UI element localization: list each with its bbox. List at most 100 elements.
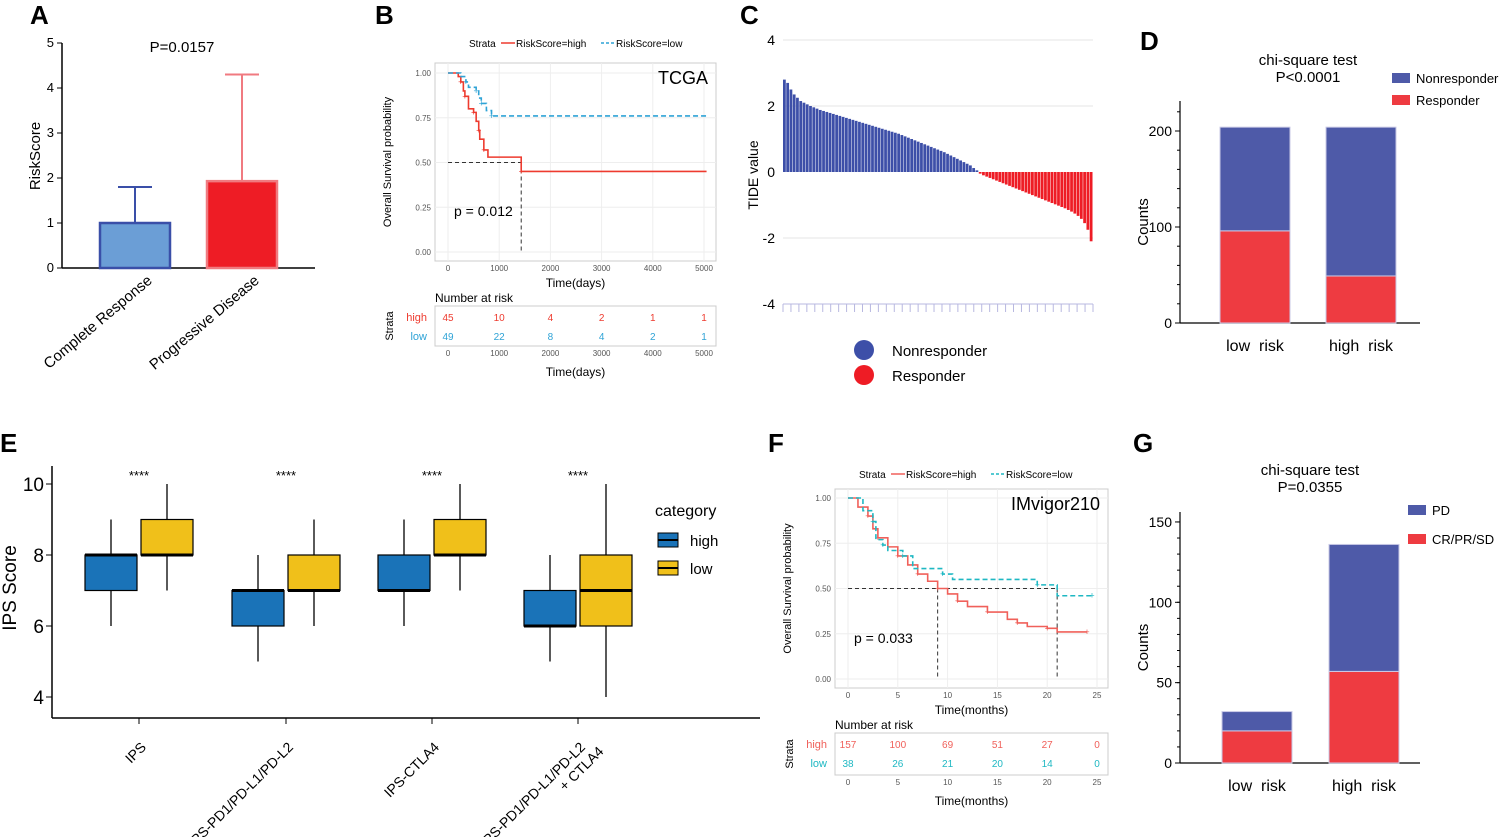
risk-count: 38 [842,759,854,770]
risk-count: 100 [889,740,906,751]
waterfall-bar [802,102,806,172]
risk-x-tick-label: 0 [846,778,851,787]
box [287,554,341,592]
waterfall-bar [867,124,871,172]
risk-count: 45 [442,313,454,324]
waterfall-bar [880,128,884,172]
chart-subtitle: P=0.0355 [1278,479,1343,496]
panel-label-g: G [1133,428,1153,458]
waterfall-bar [897,133,900,172]
risk-x-tick-label: 10 [943,778,952,787]
censor-mark: + [895,551,900,561]
panel-c-tide-waterfall: -4 -2 0 2 4 TIDE value Nonresponder Responder [745,32,1094,385]
box [84,554,138,592]
legend-entry: CR/PR/SD [1432,532,1494,547]
y-tick-label: 0 [1164,755,1172,771]
waterfall-bar [907,137,910,172]
waterfall-bar [1034,172,1038,197]
waterfall-bar [975,170,979,172]
waterfall-bar [822,110,825,172]
waterfall-bar [939,150,943,172]
waterfall-bar [858,121,861,172]
waterfall-bar [1014,172,1018,189]
y-tick-label: 0.50 [815,585,831,594]
risk-row-label: high [406,312,427,324]
waterfall-bar [792,94,796,172]
risk-count: 2 [599,313,605,324]
y-axis-label: RiskScore [27,122,44,190]
y-tick-label: -4 [763,296,776,312]
waterfall-bar [1079,172,1083,219]
y-tick-label: 0.75 [415,114,431,123]
censor-mark: + [489,111,494,121]
waterfall-bar [877,127,881,172]
risk-count: 4 [548,313,554,324]
censor-mark: + [985,607,990,617]
y-tick-label: 150 [1149,514,1173,530]
waterfall-bar [871,125,874,172]
waterfall-bar [815,108,819,172]
box [433,518,487,556]
y-axis-label: Overall Survival probability [382,96,394,227]
panel-label-a: A [30,0,49,30]
waterfall-bar [838,115,842,172]
waterfall-bar [982,172,985,176]
legend-swatch [1392,73,1410,83]
risk-count: 157 [840,740,857,751]
y-tick-label: 4 [767,32,775,48]
legend-entry: RiskScore=high [516,39,586,50]
waterfall-bar [783,79,786,172]
waterfall-bar [864,123,868,172]
y-tick-label: 0.75 [815,539,831,548]
censor-mark: + [1035,580,1040,590]
risk-count: 8 [548,332,554,343]
risk-count: 22 [494,332,506,343]
risk-table-title: Number at risk [835,718,914,732]
censor-mark: + [519,166,524,176]
waterfall-bar [1001,172,1005,184]
censor-mark: + [900,551,905,561]
waterfall-bar [1040,172,1044,200]
y-tick-label: 1 [47,215,54,230]
risk-x-tick-label: 25 [1093,778,1102,787]
legend-title: category [655,503,716,520]
legend-title: Strata [469,39,496,50]
waterfall-bar [851,119,855,172]
waterfall-bar [1063,172,1067,209]
legend-entry: Nonresponder [1416,71,1499,86]
legend-entry: Responder [892,368,965,385]
y-tick-label: 0 [1164,315,1172,331]
bar-segment [1328,670,1400,764]
waterfall-bar [955,158,959,172]
censor-mark: + [479,98,484,108]
y-tick-label: 0.25 [415,203,431,212]
risk-row-label: high [806,739,827,751]
legend-swatch [1408,505,1426,515]
y-tick-label: 200 [1149,123,1173,139]
x-tick-label: 0 [446,264,451,273]
legend-swatch [1408,534,1426,544]
censor-mark: + [865,511,870,521]
waterfall-bar [812,107,816,172]
waterfall-bar [995,172,998,181]
risk-table-x-label: Time(days) [546,365,606,379]
waterfall-bar [1047,172,1051,202]
box [377,554,431,592]
censor-mark: + [1089,591,1094,601]
risk-x-tick-label: 5 [896,778,901,787]
censor-mark: + [955,596,960,606]
waterfall-bar [972,168,976,172]
x-tick-label: 0 [846,691,851,700]
x-tick-label-line: IPS-PD1/PD-L1/PD-L2 [185,739,297,837]
x-tick-label: 25 [1093,691,1102,700]
x-tick-label: 1000 [490,264,508,273]
bar-segment [1219,230,1291,324]
y-tick-label: 100 [1149,219,1173,235]
waterfall-bar [1057,172,1060,206]
risk-count: 20 [992,759,1004,770]
waterfall-bar [959,160,962,172]
x-tick-label: IPS-PD1/PD-L1/PD-L2+ CTLA4 [477,732,607,837]
waterfall-bar [874,126,878,172]
waterfall-bar [936,149,940,172]
plot-title: TCGA [658,68,708,88]
